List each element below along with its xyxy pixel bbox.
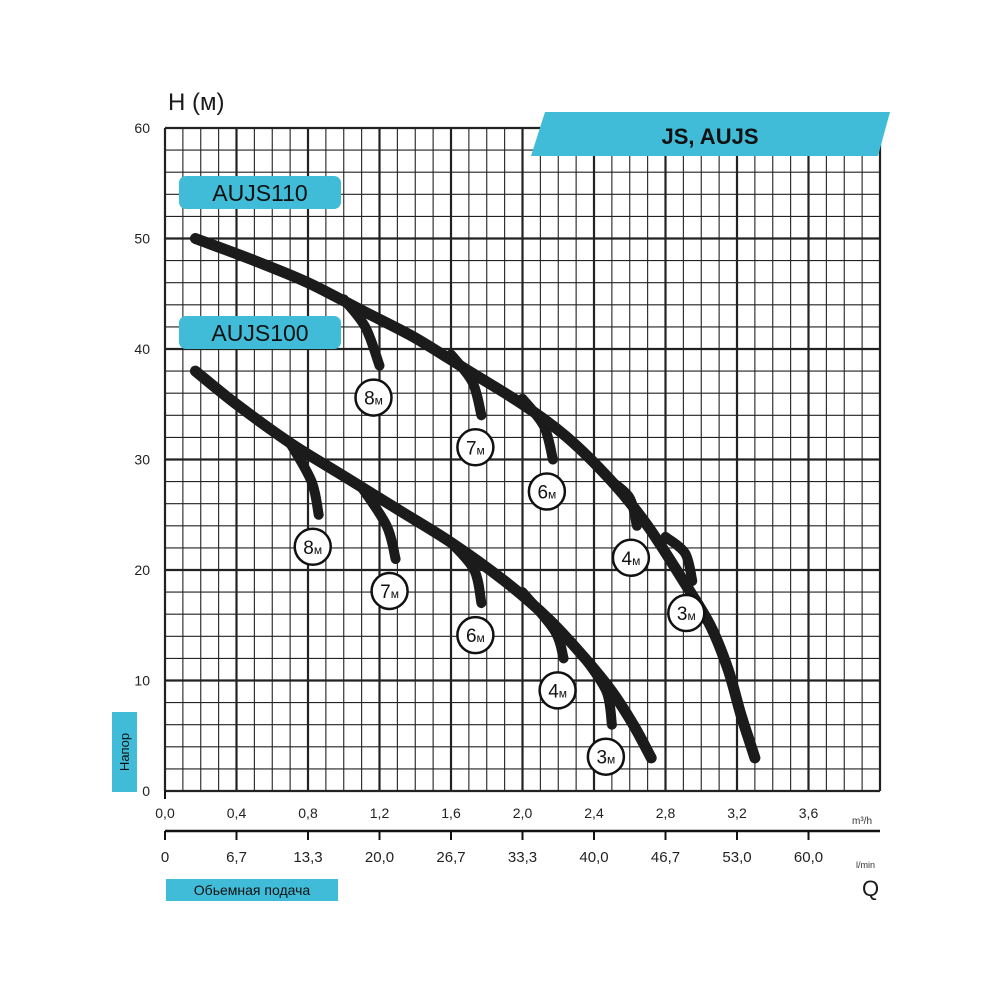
y-tick-labels: 0 10 20 30 40 50 60 — [134, 120, 150, 799]
branch-badges: 8м 7м 6м 4м 3м 8м 7м 6м 4м 3м — [293, 378, 706, 776]
branch-badge-label: 3м — [596, 748, 615, 769]
branch-badge-aujs110 — [611, 538, 651, 578]
y-axis-label: H (м) — [168, 89, 224, 116]
y-tick-label: 50 — [134, 231, 150, 247]
x2-unit-label: l/min — [856, 860, 875, 870]
y-tick-label: 30 — [134, 452, 150, 468]
y-tick-label: 10 — [134, 673, 150, 689]
series-label-box-aujs110 — [179, 176, 341, 209]
bottom-label: Обьемная подача — [194, 882, 311, 898]
x2-tick-label: 26,7 — [436, 849, 465, 866]
branch-badge-aujs110 — [527, 472, 567, 511]
branch-badge-label: 3м — [677, 604, 696, 625]
series-label-aujs110: AUJS110 — [212, 180, 307, 206]
x2-tick-label: 13,3 — [293, 849, 322, 866]
branch-badge-label: 4м — [548, 681, 567, 702]
branch-curve-aujs100 — [446, 537, 487, 609]
x2-tick-label: 20,0 — [365, 849, 394, 866]
x-tick-label: 2,4 — [584, 805, 604, 821]
branch-badge-label: 8м — [303, 538, 322, 559]
branch-badge-aujs110 — [456, 428, 495, 467]
side-label: Напор — [117, 733, 132, 771]
x-tick-label: 3,2 — [727, 805, 747, 821]
branch-badge-aujs110 — [354, 378, 393, 417]
title-banner — [531, 112, 890, 156]
branch-curve-aujs110 — [606, 476, 642, 531]
chart-title: JS, AUJS — [661, 124, 758, 149]
branch-curve-aujs100 — [285, 437, 324, 520]
x2-tick-label: 53,0 — [722, 849, 751, 866]
x-tick-label: 1,6 — [441, 805, 461, 821]
y-tick-label: 60 — [134, 120, 150, 136]
branch-badge-aujs100 — [293, 527, 332, 566]
series-label-box-aujs100 — [179, 316, 341, 349]
branch-badge-aujs100 — [538, 671, 577, 710]
main-curve-aujs100 — [189, 365, 657, 764]
x-tick-label: 3,6 — [799, 805, 819, 821]
pump-curves — [189, 233, 761, 764]
x2-tick-label: 46,7 — [651, 849, 680, 866]
x2-tick-label: 40,0 — [579, 849, 608, 866]
main-curve-aujs110 — [189, 233, 761, 764]
branch-curve-aujs110 — [446, 349, 487, 421]
x-tick-label: 0,4 — [227, 805, 247, 821]
branch-badge-aujs100 — [456, 615, 495, 655]
x-axis-label: Q — [862, 876, 879, 901]
series-label-aujs100: AUJS100 — [211, 320, 308, 346]
x-tick-label: 0,0 — [155, 805, 175, 821]
branch-curve-aujs110 — [660, 531, 698, 586]
y-tick-label: 0 — [142, 783, 150, 799]
x2-tick-label: 60,0 — [794, 849, 823, 866]
x2-tick-label: 6,7 — [226, 849, 247, 866]
branch-badge-label: 6м — [537, 483, 556, 504]
y-tick-label: 20 — [134, 562, 150, 578]
branch-badge-label: 4м — [621, 549, 640, 570]
branch-badge-aujs110 — [667, 593, 706, 633]
x-tick-label: 2,8 — [656, 805, 676, 821]
branch-curve-aujs110 — [338, 294, 385, 371]
x2-tick-label: 0 — [161, 849, 169, 866]
branch-curve-aujs100 — [356, 482, 401, 564]
branch-badge-label: 7м — [380, 582, 399, 603]
side-label-box — [112, 712, 137, 792]
branch-badge-aujs100 — [586, 737, 626, 776]
bottom-label-box — [166, 879, 338, 901]
branch-badge-label: 7м — [466, 438, 485, 459]
x-tick-label: 0,8 — [298, 805, 318, 821]
x-tick-labels: 0,0 0,4 0,8 1,2 1,6 2,0 2,4 2,8 3,2 3,6 — [155, 805, 818, 821]
x-unit-label: m³/h — [852, 816, 872, 827]
branch-curve-aujs100 — [517, 587, 569, 664]
branch-badge-label: 8м — [364, 389, 383, 410]
branch-curve-aujs100 — [580, 653, 617, 730]
branch-badge-aujs100 — [370, 571, 409, 611]
y-tick-label: 40 — [134, 341, 150, 357]
branch-curve-aujs110 — [517, 393, 558, 465]
branch-badge-label: 6м — [466, 626, 485, 647]
x-tick-label: 1,2 — [370, 805, 390, 821]
x2-tick-labels: 0 6,7 13,3 20,0 26,7 33,3 40,0 46,7 53,0 60,0 — [161, 849, 823, 866]
x-tick-label: 2,0 — [513, 805, 533, 821]
x2-tick-label: 33,3 — [508, 849, 537, 866]
axis-lines — [164, 791, 880, 840]
